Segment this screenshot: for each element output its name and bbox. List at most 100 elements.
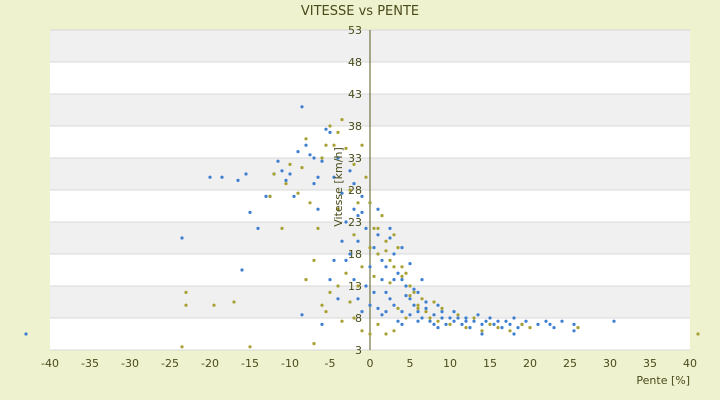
data-point xyxy=(380,313,384,317)
data-point xyxy=(340,239,344,243)
data-point xyxy=(372,246,376,250)
data-point xyxy=(388,297,392,301)
chart-title: VITESSE vs PENTE xyxy=(301,4,419,19)
data-point xyxy=(280,169,284,173)
data-point xyxy=(332,143,336,147)
data-point xyxy=(444,322,448,326)
data-point xyxy=(364,284,368,288)
data-point xyxy=(376,226,380,230)
data-point xyxy=(404,294,408,298)
y-tick-label: 38 xyxy=(348,120,362,133)
data-point xyxy=(300,166,304,170)
data-point xyxy=(384,290,388,294)
data-point xyxy=(488,322,492,326)
data-point xyxy=(376,306,380,310)
data-point xyxy=(180,236,184,240)
data-point xyxy=(240,268,244,272)
data-point xyxy=(572,329,576,333)
data-point xyxy=(344,271,348,275)
data-point xyxy=(392,329,396,333)
data-point xyxy=(440,306,444,310)
data-point xyxy=(328,130,332,134)
data-point xyxy=(416,290,420,294)
data-point xyxy=(316,175,320,179)
data-point xyxy=(400,265,404,269)
data-point xyxy=(424,310,428,314)
data-point xyxy=(316,207,320,211)
data-point xyxy=(332,175,336,179)
data-point xyxy=(356,214,360,218)
data-point xyxy=(552,326,556,330)
data-point xyxy=(348,169,352,173)
x-tick-label: 30 xyxy=(603,357,617,370)
data-point xyxy=(336,130,340,134)
data-point xyxy=(372,226,376,230)
x-tick-label: 15 xyxy=(483,357,497,370)
x-tick-label: -40 xyxy=(41,357,59,370)
data-point xyxy=(364,175,368,179)
data-point xyxy=(436,326,440,330)
y-tick-label: 28 xyxy=(348,184,362,197)
y-tick-label: 53 xyxy=(348,24,362,37)
data-point xyxy=(456,313,460,317)
data-point xyxy=(304,143,308,147)
data-point xyxy=(384,249,388,253)
data-point xyxy=(560,319,564,323)
data-point xyxy=(312,342,316,346)
data-point xyxy=(184,290,188,294)
data-point xyxy=(348,252,352,256)
data-point xyxy=(340,118,344,122)
data-point xyxy=(304,278,308,282)
y-tick-label: 18 xyxy=(348,248,362,261)
data-point xyxy=(508,322,512,326)
data-point xyxy=(352,162,356,166)
data-point xyxy=(520,322,524,326)
data-point xyxy=(508,329,512,333)
data-point xyxy=(388,226,392,230)
data-point xyxy=(496,326,500,330)
x-tick-label: -30 xyxy=(121,357,139,370)
data-point xyxy=(464,316,468,320)
data-point xyxy=(428,316,432,320)
data-point xyxy=(424,306,428,310)
data-point xyxy=(324,310,328,314)
data-point xyxy=(416,310,420,314)
data-point xyxy=(500,326,504,330)
data-point xyxy=(348,300,352,304)
data-point xyxy=(352,207,356,211)
data-point xyxy=(248,210,252,214)
data-point xyxy=(472,316,476,320)
data-point xyxy=(388,281,392,285)
data-point xyxy=(472,319,476,323)
data-point xyxy=(524,319,528,323)
data-point xyxy=(512,316,516,320)
data-point xyxy=(320,159,324,163)
data-point xyxy=(420,316,424,320)
y-tick-label: 13 xyxy=(348,280,362,293)
data-point xyxy=(400,322,404,326)
data-point xyxy=(284,182,288,186)
data-point xyxy=(380,214,384,218)
x-tick-label: -5 xyxy=(325,357,336,370)
data-point xyxy=(696,332,700,336)
data-point xyxy=(404,271,408,275)
y-tick-label: 48 xyxy=(348,56,362,69)
x-tick-label: 0 xyxy=(367,357,374,370)
data-point xyxy=(24,332,28,336)
data-point xyxy=(380,278,384,282)
data-point xyxy=(416,303,420,307)
data-point xyxy=(360,194,364,198)
data-point xyxy=(248,345,252,349)
data-point xyxy=(312,258,316,262)
data-point xyxy=(184,303,188,307)
data-point xyxy=(292,194,296,198)
data-point xyxy=(372,290,376,294)
data-point xyxy=(396,246,400,250)
data-point xyxy=(384,310,388,314)
data-point xyxy=(368,201,372,205)
data-point xyxy=(236,178,240,182)
data-point xyxy=(300,313,304,317)
data-point xyxy=(336,284,340,288)
data-point xyxy=(312,182,316,186)
